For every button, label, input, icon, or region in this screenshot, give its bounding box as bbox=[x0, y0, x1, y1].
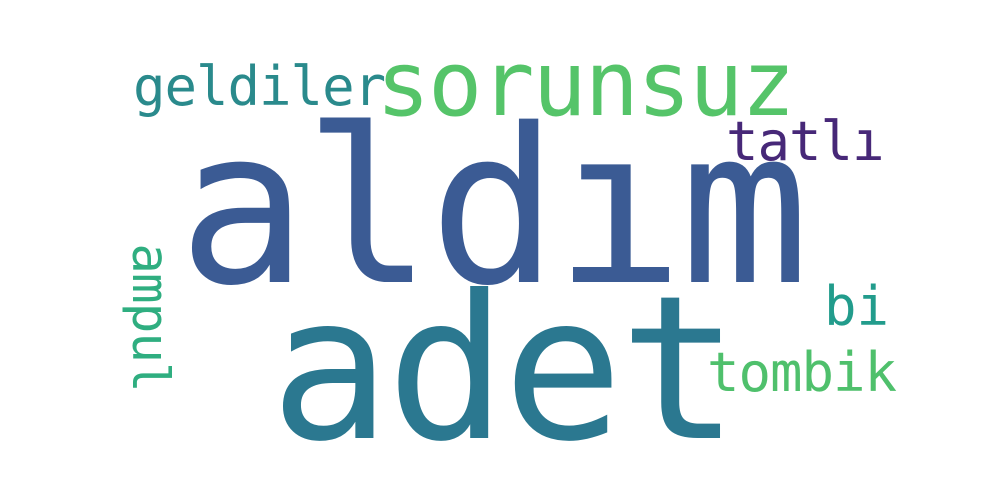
word-ampul: ampul bbox=[119, 243, 179, 392]
word-aldim: aldım bbox=[178, 82, 809, 333]
word-sorunsuz: sorunsuz bbox=[376, 32, 795, 137]
word-tatli: tatlı bbox=[726, 110, 885, 173]
word-adet: adet bbox=[270, 253, 740, 486]
word-geldiler: geldiler bbox=[133, 55, 386, 118]
word-bi: bi bbox=[824, 275, 890, 338]
word-tombik: tombik bbox=[707, 341, 897, 404]
